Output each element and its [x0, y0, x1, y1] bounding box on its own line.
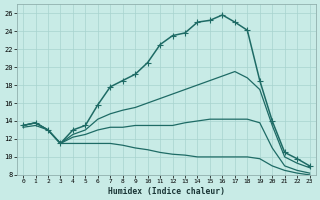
X-axis label: Humidex (Indice chaleur): Humidex (Indice chaleur): [108, 187, 225, 196]
